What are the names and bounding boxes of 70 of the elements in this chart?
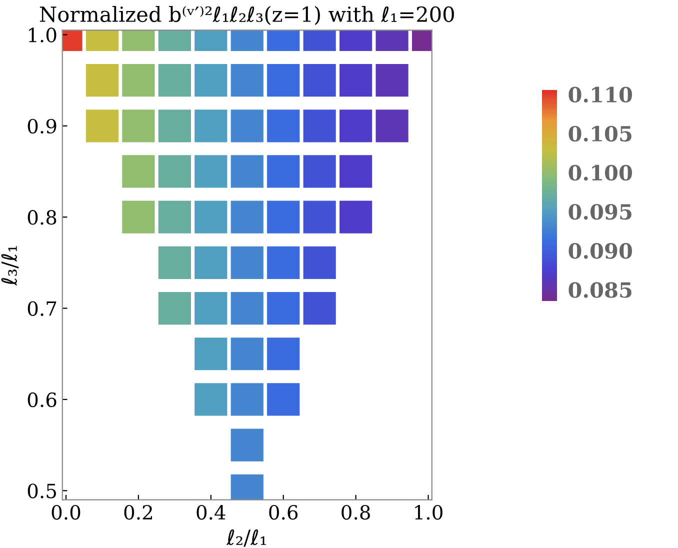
x-tick-label: 0.2 [124, 504, 152, 520]
point [376, 110, 408, 142]
y-tick-label: 0.7 [28, 301, 56, 316]
x-tick-label: 0.8 [342, 504, 370, 520]
point [230, 200, 264, 234]
point [340, 155, 372, 188]
point [340, 64, 372, 97]
chart-title: Normalized b⁽ᵛ′⁾²ℓ₁ℓ₂ℓ₃(z=1) with ℓ₁=200 [40, 6, 454, 26]
y-tick-label: 1.0 [28, 28, 56, 42]
x-tick-label: 1.0 [415, 504, 442, 520]
point [122, 110, 155, 142]
y-tick-label: 0.8 [28, 210, 56, 225]
color-bar-label: 0.095 [568, 204, 632, 220]
point [303, 155, 336, 188]
point [376, 64, 408, 97]
point [158, 200, 191, 234]
point [158, 110, 191, 142]
point [230, 110, 264, 142]
y-tick-label: 0.5 [28, 484, 56, 498]
point [194, 155, 228, 188]
point [122, 155, 155, 188]
point [267, 64, 300, 97]
point [267, 200, 300, 234]
point [194, 383, 228, 416]
y-axis-title: ℓ₃/ℓ₁ [1, 246, 19, 286]
point [230, 338, 264, 370]
x-axis-title: ℓ₂/ℓ₁ [226, 529, 266, 547]
point [303, 246, 336, 279]
y-tick-label: 0.9 [28, 118, 56, 134]
x-tick-label: 0.0 [52, 504, 80, 520]
color-bar-label: 0.110 [568, 86, 632, 103]
color-bar-label: 0.085 [568, 282, 632, 298]
point [230, 155, 264, 188]
color-bar-label: 0.100 [568, 164, 632, 181]
point [194, 338, 228, 370]
point [267, 246, 300, 279]
color-bar-label: 0.105 [568, 126, 632, 142]
y-tick-label: 0.6 [28, 392, 56, 408]
point [158, 246, 191, 279]
point [194, 246, 228, 279]
x-tick-label: 0.6 [269, 504, 298, 520]
point [267, 155, 300, 188]
point [267, 110, 300, 142]
point [194, 200, 228, 234]
point [340, 110, 372, 142]
color-bar-label: 0.090 [568, 243, 632, 259]
point [267, 338, 300, 370]
point [230, 383, 264, 416]
point [122, 64, 155, 97]
point [86, 64, 119, 97]
point [267, 292, 300, 325]
point [194, 64, 228, 97]
point [267, 383, 300, 416]
point [158, 64, 191, 97]
point [158, 155, 191, 188]
point [230, 246, 264, 279]
point [303, 64, 336, 97]
x-tick-label: 0.4 [196, 504, 226, 520]
point [303, 200, 336, 234]
point [122, 200, 155, 234]
point [230, 64, 264, 97]
point [194, 110, 228, 142]
point [303, 110, 336, 142]
point [340, 200, 372, 234]
point [158, 292, 191, 325]
point [303, 292, 336, 325]
point [194, 292, 228, 325]
point [86, 110, 119, 142]
point [230, 428, 264, 462]
point [230, 292, 264, 325]
